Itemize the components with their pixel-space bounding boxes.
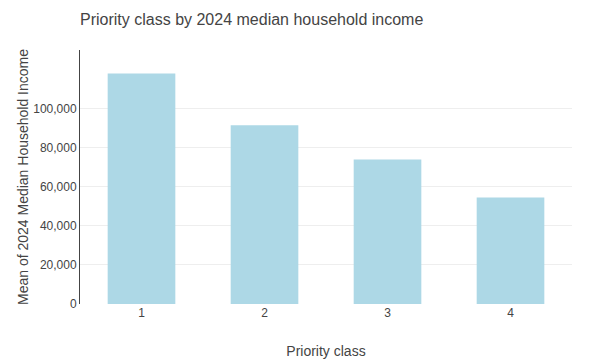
svg-text:80,000: 80,000 (40, 141, 77, 155)
svg-text:Priority class by 2024 median: Priority class by 2024 median household … (80, 11, 423, 28)
svg-text:Priority class: Priority class (286, 343, 365, 359)
svg-text:60,000: 60,000 (40, 180, 77, 194)
svg-text:40,000: 40,000 (40, 219, 77, 233)
svg-text:0: 0 (70, 297, 77, 311)
svg-text:100,000: 100,000 (33, 102, 77, 116)
svg-text:20,000: 20,000 (40, 258, 77, 272)
svg-text:1: 1 (138, 306, 145, 320)
svg-text:3: 3 (384, 306, 391, 320)
svg-text:2: 2 (261, 306, 268, 320)
svg-text:Mean of 2024 Median Household: Mean of 2024 Median Household Income (15, 49, 31, 305)
svg-text:4: 4 (507, 306, 514, 320)
